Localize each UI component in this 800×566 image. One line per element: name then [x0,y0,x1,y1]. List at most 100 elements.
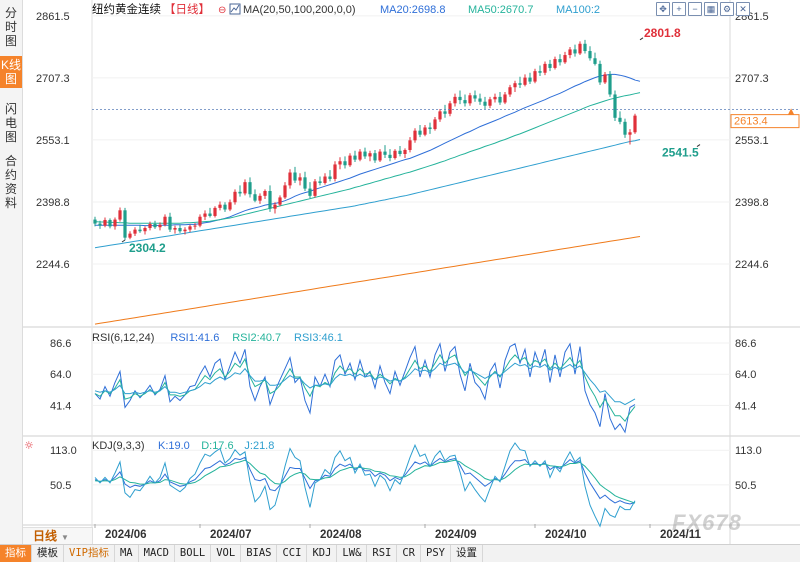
tab-flash-chart[interactable]: 闪电图 [4,102,17,144]
bottom-tab-vip[interactable]: VIP指标 [64,545,115,562]
candle-body [148,223,152,229]
y-tick-label-right: 50.5 [735,480,756,492]
candle-body [313,181,317,196]
y-tick-label-left: 113.0 [50,445,77,457]
candle-body [108,219,112,227]
candle-body [158,224,162,228]
candle-body [218,204,222,208]
zoom-out-icon[interactable]: − [688,2,702,16]
bottom-tab-rsi[interactable]: RSI [367,545,398,562]
grid-icon[interactable]: ▦ [704,2,718,16]
candle-body [123,210,127,238]
bottom-tab-bias[interactable]: BIAS [241,545,278,562]
candle-body [413,130,417,141]
bottom-tab-boll[interactable]: BOLL [175,545,212,562]
tab-contract-info[interactable]: 合约资料 [4,154,17,210]
bottom-tab-cr[interactable]: CR [397,545,422,562]
period-label: 日线 [33,529,58,543]
tab-kline-chart[interactable]: K线图 [0,56,22,88]
candle-body [283,185,287,198]
zoom-in-icon[interactable]: + [672,2,686,16]
candle-body [358,151,362,160]
legend-entry: MA100:2 [556,4,600,16]
indicator-legend-entry: RSI3:46.1 [294,332,343,344]
indicator-title: RSI(6,12,24) [92,332,154,344]
y-tick-label-left: 41.4 [50,400,71,412]
bottom-tab-ma[interactable]: MA [115,545,139,562]
y-tick-label-left: 86.6 [50,338,71,350]
candle-body [593,58,597,64]
bottom-tab-vol[interactable]: VOL [211,545,242,562]
candle-body [173,228,177,230]
candle-body [433,119,437,130]
candle-body [378,151,382,161]
candle-body [563,55,567,63]
bottom-tab-lw[interactable]: LW& [337,545,368,562]
candle-body [188,226,192,230]
candle-body [508,87,512,95]
candle-body [398,150,402,155]
indicator-legend-entry: K:19.0 [158,440,190,452]
candle-body [583,43,587,52]
candle-body [528,77,532,82]
bottom-tab-templates[interactable]: 模板 [32,545,64,562]
candle-body [393,150,397,159]
settings-icon[interactable]: ⚙ [720,2,734,16]
candle-body [248,182,252,195]
candle-body [193,225,197,227]
ma-line-ma20 [95,73,641,227]
bottom-tab-kdj[interactable]: KDJ [307,545,338,562]
bottom-tab-psy[interactable]: PSY [421,545,451,562]
indicator-line-rsi1 [94,342,636,434]
candle-body [103,219,107,226]
candle-body [308,188,312,196]
last-price-tag [730,114,800,129]
indicator-line-d [94,459,636,504]
close-icon[interactable]: ✕ [736,2,750,16]
scroll-up-icon: ▲ [788,107,795,116]
candle-body [588,51,592,59]
candle-body [163,216,167,225]
candle-body [613,94,617,118]
price-annotation: 2304.2 [129,241,166,255]
candle-body [403,149,407,155]
candle-body [463,100,467,104]
candle-body [373,153,377,161]
indicator-legend-entry: RSI1:41.6 [170,332,219,344]
candle-body [303,177,307,189]
bottom-tab-indicators[interactable]: 指标 [0,545,32,562]
candle-body [183,229,187,232]
x-tick-label: 2024/08 [320,529,362,541]
bottom-tab-cci[interactable]: CCI [277,545,308,562]
price-annotation: 2541.5 [662,146,699,160]
candle-body [278,197,282,205]
candle-body [258,195,262,201]
bottom-tab-macd[interactable]: MACD [139,545,175,562]
x-tick-label: 2024/07 [210,529,252,541]
candle-body [98,223,102,226]
candle-body [143,228,147,232]
candle-body [483,101,487,106]
candle-body [383,151,387,155]
candle-body [628,132,632,135]
ma-line-ma100 [94,139,641,249]
period-selector[interactable]: 日线 ▼ [23,527,93,544]
candle-body [233,191,237,203]
candle-body [623,121,627,135]
candle-body [368,153,372,157]
candle-body [453,96,457,104]
y-tick-label-right: 2398.8 [735,197,769,209]
bottom-tab-settings[interactable]: 设置 [451,545,483,562]
indicator-line-j [94,442,636,528]
candle-body [293,172,297,181]
y-tick-label-left: 64.0 [50,369,71,381]
x-tick-label: 2024/09 [435,529,477,541]
tab-timeshare-chart[interactable]: 分时图 [4,6,17,48]
ma-line-ma50 [94,92,641,224]
candle-body [598,63,602,83]
expand-icon[interactable]: ✥ [656,2,670,16]
legend-entry: MA50:2670.7 [468,4,533,16]
candle-body [243,182,247,194]
candle-body [263,191,267,196]
candle-body [468,95,472,104]
